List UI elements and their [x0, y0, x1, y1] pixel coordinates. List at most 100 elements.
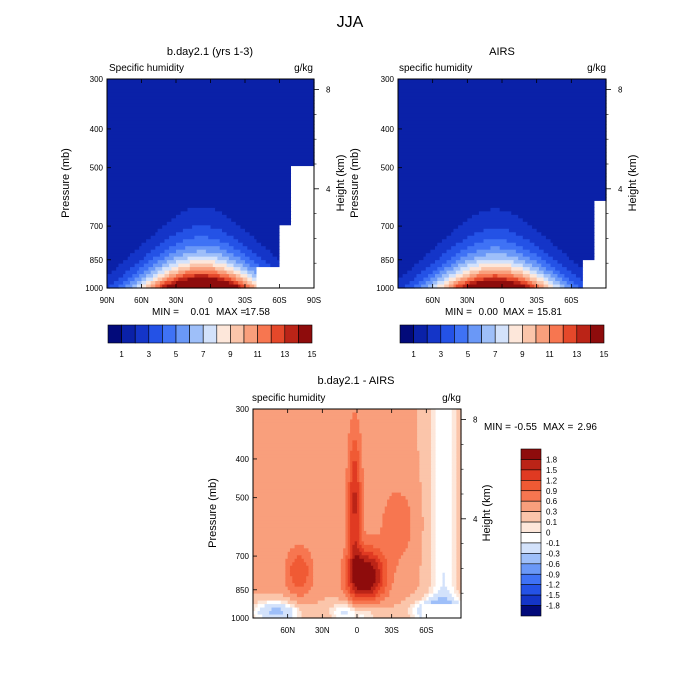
contour-cell	[451, 541, 457, 546]
contour-cell	[253, 454, 349, 459]
contour-cell	[407, 607, 414, 612]
contour-cell	[538, 267, 547, 272]
contour-cell	[253, 569, 286, 574]
contour-cell	[398, 141, 607, 146]
contour-cell	[550, 274, 559, 279]
contour-cell	[555, 267, 568, 272]
contour-cell	[387, 565, 397, 570]
contour-cell	[350, 534, 360, 539]
contour-cell	[350, 454, 360, 459]
y-right-tick-label: 8	[326, 86, 331, 95]
contour-cell	[107, 200, 292, 205]
contour-cell	[430, 464, 437, 469]
contour-cell	[352, 443, 358, 448]
contour-cell	[173, 277, 179, 282]
contour-cell	[421, 558, 432, 563]
contour-cell	[178, 277, 189, 282]
colorbar-box	[426, 324, 442, 344]
contour-cell	[345, 499, 349, 504]
contour-cell	[428, 593, 434, 598]
min-value: 0.00	[479, 307, 499, 318]
contour-cell	[347, 516, 351, 522]
contour-cell	[398, 127, 607, 132]
contour-cell	[522, 235, 547, 240]
contour-cell	[562, 249, 596, 254]
contour-cell	[208, 235, 235, 240]
contour-cell	[522, 253, 538, 258]
contour-cell	[559, 284, 565, 289]
contour-cell	[113, 281, 124, 286]
contour-cell	[291, 166, 315, 171]
contour-cell	[347, 482, 351, 487]
contour-cell	[417, 586, 430, 591]
contour-cell	[421, 607, 462, 612]
contour-cell	[566, 267, 584, 272]
contour-cell	[359, 530, 363, 535]
contour-cell	[107, 148, 315, 153]
contour-cell	[460, 249, 478, 254]
contour-cell	[543, 284, 549, 289]
contour-cell	[340, 558, 347, 563]
contour-cell	[410, 534, 423, 539]
contour-cell	[451, 256, 461, 261]
contour-cell	[430, 513, 437, 518]
contour-cell	[442, 579, 446, 584]
contour-cell	[253, 447, 349, 452]
contour-cell	[352, 412, 358, 417]
colorbar-label: -0.6	[546, 560, 560, 569]
contour-cell	[107, 134, 315, 139]
contour-cell	[253, 516, 347, 522]
contour-cell	[350, 450, 360, 455]
contour-cell	[435, 499, 453, 504]
y-tick-label: 500	[236, 494, 250, 503]
contour-cell	[435, 510, 453, 515]
contour-cell	[280, 607, 293, 612]
contour-cell	[435, 516, 453, 522]
contour-cell	[208, 274, 221, 279]
contour-cell	[162, 263, 170, 268]
contour-cell	[253, 611, 259, 616]
contour-cell	[350, 523, 360, 529]
contour-cell	[254, 235, 281, 240]
contour-cell	[578, 284, 584, 289]
contour-cell	[247, 281, 253, 286]
contour-cell	[391, 586, 418, 591]
contour-cell	[543, 249, 563, 254]
contour-cell	[389, 590, 416, 595]
contour-cell	[347, 590, 351, 595]
contour-cell	[481, 267, 512, 272]
contour-cell	[354, 590, 374, 595]
contour-cell	[196, 249, 207, 254]
contour-cell	[357, 475, 360, 480]
contour-cell	[350, 607, 356, 612]
contour-cell	[303, 544, 347, 549]
contour-cell	[421, 551, 432, 556]
contour-cell	[247, 277, 253, 282]
contour-cell	[336, 607, 351, 612]
contour-cell	[580, 277, 584, 282]
contour-cell	[451, 527, 457, 532]
x-tick-label: 30S	[385, 626, 399, 635]
contour-cell	[242, 277, 248, 282]
contour-cell	[451, 579, 457, 584]
contour-cell	[359, 475, 365, 480]
y-right-tick-label: 4	[618, 185, 623, 194]
contour-cell	[343, 551, 349, 556]
contour-cell	[430, 447, 437, 452]
contour-cell	[350, 572, 353, 577]
contour-cell	[594, 232, 607, 237]
contour-cell	[289, 572, 310, 577]
contour-cell	[345, 496, 349, 501]
contour-cell	[384, 555, 402, 560]
contour-cell	[462, 284, 468, 289]
colorbar-label: -1.5	[546, 591, 560, 600]
contour-cell	[247, 267, 258, 272]
contour-cell	[226, 232, 251, 237]
contour-cell	[414, 604, 420, 609]
contour-cell	[398, 558, 423, 563]
colorbar-label: 1.8	[546, 455, 558, 464]
contour-cell	[451, 263, 459, 268]
contour-cell	[345, 468, 351, 473]
contour-cell	[441, 239, 464, 244]
contour-cell	[222, 253, 235, 258]
